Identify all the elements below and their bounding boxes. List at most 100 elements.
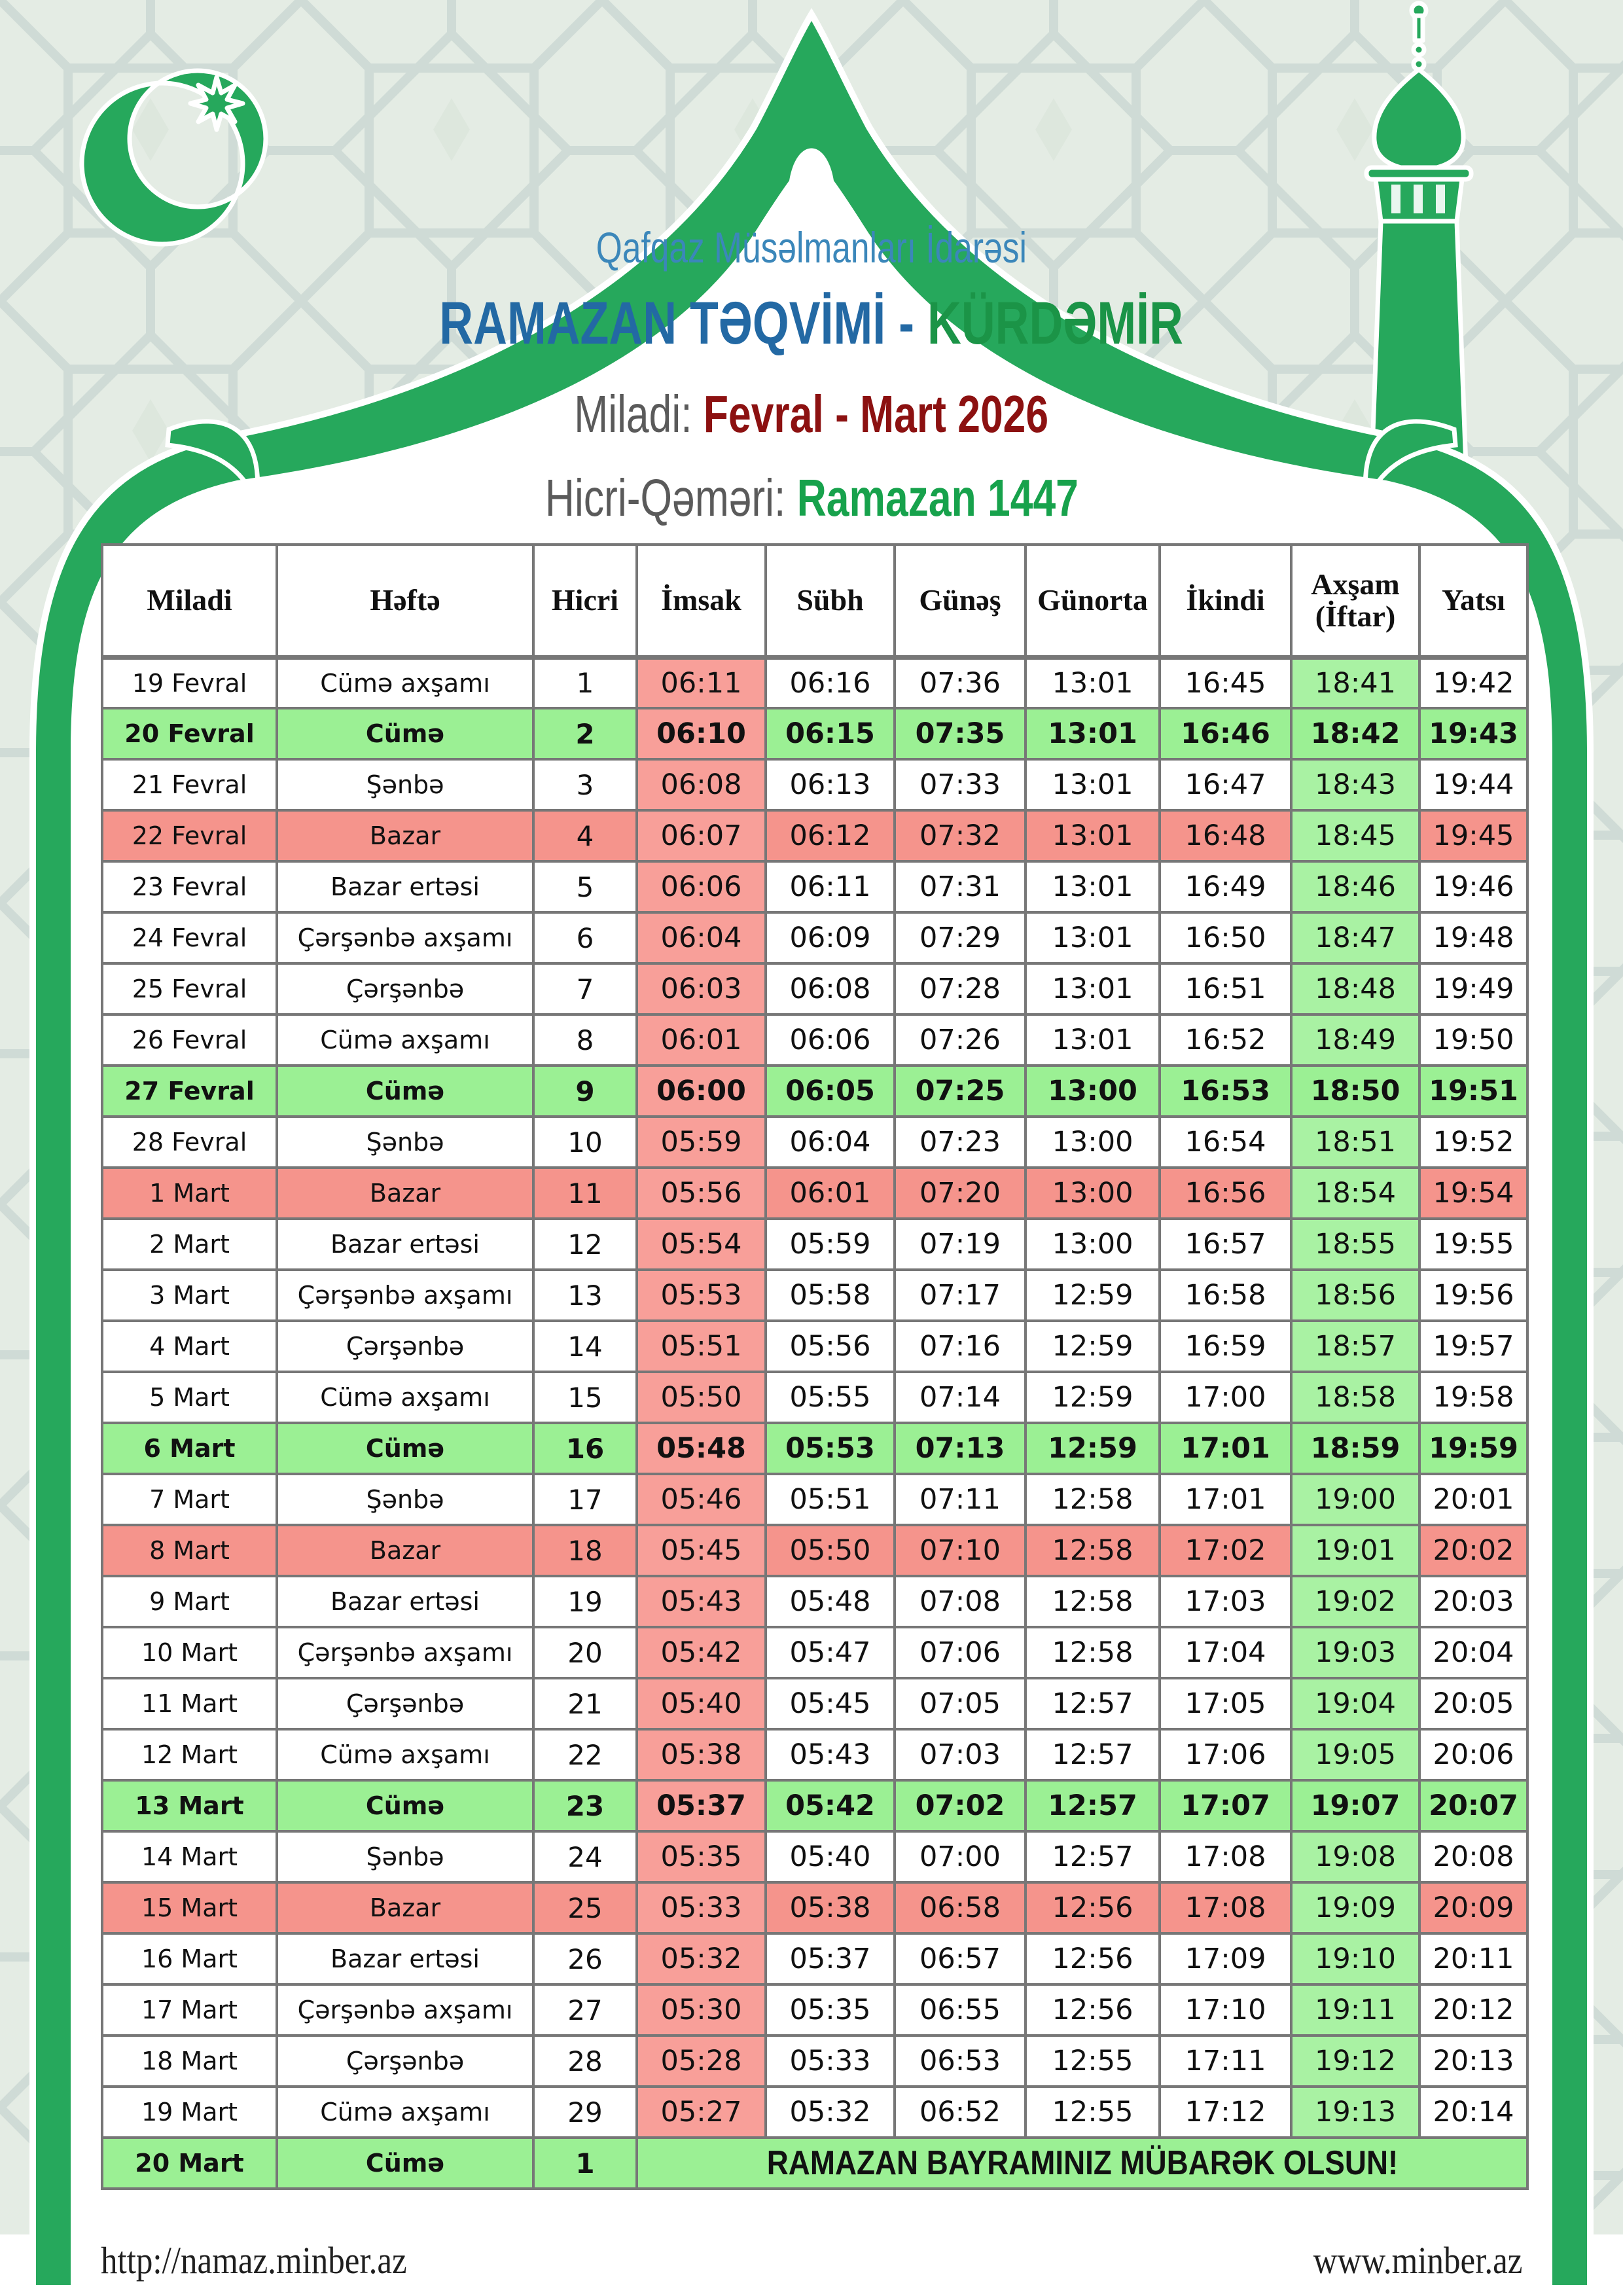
cell-miladi: 27 Fevral <box>101 1064 278 1118</box>
cell-miladi: 19 Mart <box>101 2085 278 2139</box>
table-row: 12 Mart Cümə axşamı 22 05:38 05:43 07:03 12:57… <box>101 1728 1529 1782</box>
cell-imsak: 05:42 <box>635 1626 767 1679</box>
cell-ikindi: 16:48 <box>1158 809 1293 863</box>
cell-miladi: 25 Fevral <box>101 962 278 1016</box>
table-row: 15 Mart Bazar 25 05:33 05:38 06:58 12:56 17:08 1… <box>101 1881 1529 1935</box>
cell-yatsi: 20:03 <box>1418 1575 1529 1628</box>
cell-aksam: 18:42 <box>1290 707 1421 761</box>
column-header-1: Həftə <box>276 543 535 660</box>
cell-hicri: 3 <box>532 758 638 812</box>
cell-aksam: 19:03 <box>1290 1626 1421 1679</box>
cell-hicri: 28 <box>532 2034 638 2088</box>
cell-aksam: 18:41 <box>1290 656 1421 709</box>
cell-hicri: 2 <box>532 707 638 761</box>
cell-hefte: Cümə <box>276 1422 535 1475</box>
table-row: 2 Mart Bazar ertəsi 12 05:54 05:59 07:19 13:00… <box>101 1217 1529 1271</box>
cell-hefte: Cümə <box>276 1779 535 1833</box>
cell-ikindi: 16:59 <box>1158 1319 1293 1373</box>
cell-hicri: 29 <box>532 2085 638 2139</box>
table-row: 18 Mart Çərşənbə 28 05:28 05:33 06:53 12:55 17:… <box>101 2034 1529 2088</box>
cell-aksam: 19:05 <box>1290 1728 1421 1782</box>
cell-hefte: Çərşənbə axşamı <box>276 911 535 965</box>
cell-imsak: 05:48 <box>635 1422 767 1475</box>
cell-hefte: Çərşənbə <box>276 1677 535 1731</box>
cell-ikindi: 17:01 <box>1158 1473 1293 1526</box>
cell-imsak: 05:43 <box>635 1575 767 1628</box>
cell-ikindi: 16:57 <box>1158 1217 1293 1271</box>
cell-gunorta: 13:01 <box>1024 860 1161 914</box>
cell-miladi: 1 Mart <box>101 1166 278 1220</box>
cell-yatsi: 19:42 <box>1418 656 1529 709</box>
cell-yatsi: 19:51 <box>1418 1064 1529 1118</box>
cell-miladi: 3 Mart <box>101 1268 278 1322</box>
cell-gunorta: 12:58 <box>1024 1626 1161 1679</box>
cell-aksam: 18:59 <box>1290 1422 1421 1475</box>
cell-aksam: 19:00 <box>1290 1473 1421 1526</box>
cell-aksam: 18:49 <box>1290 1013 1421 1067</box>
cell-hicri: 20 <box>532 1626 638 1679</box>
cell-gunes: 07:32 <box>893 809 1027 863</box>
prayer-times-table-wrap: Miladi Həftə Hicri İmsak Sübh Günəş Günorta İki… <box>101 543 1529 2190</box>
table-row: 28 Fevral Şənbə 10 05:59 06:04 07:23 13:00 16:5… <box>101 1115 1529 1169</box>
cell-hicri: 27 <box>532 1983 638 2037</box>
cell-gunorta: 12:55 <box>1024 2034 1161 2088</box>
cell-gunorta: 12:57 <box>1024 1728 1161 1782</box>
table-row: 14 Mart Şənbə 24 05:35 05:40 07:00 12:57 17:08 1… <box>101 1830 1529 1884</box>
cell-hefte: Cümə axşamı <box>276 2085 535 2139</box>
cell-bayram-message: RAMAZAN BAYRAMINIZ MÜBARƏK OLSUN! <box>635 2136 1529 2190</box>
cell-gunorta: 13:01 <box>1024 809 1161 863</box>
cell-gunes: 07:13 <box>893 1422 1027 1475</box>
cell-ikindi: 16:47 <box>1158 758 1293 812</box>
column-header-0: Miladi <box>101 543 278 660</box>
cell-subh: 05:47 <box>764 1626 896 1679</box>
cell-subh: 06:11 <box>764 860 896 914</box>
cell-gunes: 07:17 <box>893 1268 1027 1322</box>
cell-aksam: 18:57 <box>1290 1319 1421 1373</box>
footer-link-namaz[interactable]: http://namaz.minber.az <box>101 2239 407 2282</box>
cell-miladi: 18 Mart <box>101 2034 278 2088</box>
cell-aksam: 18:55 <box>1290 1217 1421 1271</box>
column-header-5: Günəş <box>893 543 1027 660</box>
cell-gunorta: 12:56 <box>1024 1881 1161 1935</box>
table-row: 9 Mart Bazar ertəsi 19 05:43 05:48 07:08 12:58… <box>101 1575 1529 1628</box>
cell-aksam: 19:08 <box>1290 1830 1421 1884</box>
cell-imsak: 05:53 <box>635 1268 767 1322</box>
cell-gunorta: 12:58 <box>1024 1524 1161 1577</box>
cell-aksam: 19:02 <box>1290 1575 1421 1628</box>
cell-yatsi: 19:57 <box>1418 1319 1529 1373</box>
cell-aksam: 19:13 <box>1290 2085 1421 2139</box>
cell-imsak: 05:56 <box>635 1166 767 1220</box>
cell-ikindi: 17:12 <box>1158 2085 1293 2139</box>
cell-imsak: 06:07 <box>635 809 767 863</box>
cell-gunes: 07:23 <box>893 1115 1027 1169</box>
cell-aksam: 18:47 <box>1290 911 1421 965</box>
cell-gunes: 07:28 <box>893 962 1027 1016</box>
cell-hicri: 1 <box>532 2136 638 2190</box>
cell-subh: 05:45 <box>764 1677 896 1731</box>
cell-gunorta: 13:01 <box>1024 962 1161 1016</box>
page-title: RAMAZAN TƏQVİMİ - KÜRDƏMİR <box>0 289 1623 358</box>
miladi-value: Fevral - Mart 2026 <box>704 385 1049 443</box>
table-row: 10 Mart Çərşənbə axşamı 20 05:42 05:47 07:06 1… <box>101 1626 1529 1679</box>
cell-ikindi: 16:50 <box>1158 911 1293 965</box>
prayer-times-table: Miladi Həftə Hicri İmsak Sübh Günəş Günorta İki… <box>101 543 1529 2190</box>
cell-gunorta: 12:59 <box>1024 1319 1161 1373</box>
cell-gunorta: 12:57 <box>1024 1677 1161 1731</box>
cell-hefte: Bazar ertəsi <box>276 1575 535 1628</box>
cell-imsak: 06:00 <box>635 1064 767 1118</box>
cell-hicri: 13 <box>532 1268 638 1322</box>
footer-link-minber[interactable]: www.minber.az <box>1313 2239 1522 2282</box>
column-header-9: Yatsı <box>1418 543 1529 660</box>
hicri-label: Hicri-Qəməri: <box>544 469 797 527</box>
cell-subh: 06:05 <box>764 1064 896 1118</box>
cell-miladi: 4 Mart <box>101 1319 278 1373</box>
cell-yatsi: 19:44 <box>1418 758 1529 812</box>
column-header-4: Sübh <box>764 543 896 660</box>
cell-subh: 05:58 <box>764 1268 896 1322</box>
cell-gunorta: 13:01 <box>1024 707 1161 761</box>
cell-subh: 05:40 <box>764 1830 896 1884</box>
cell-miladi: 5 Mart <box>101 1371 278 1424</box>
table-row: 20 Mart Cümə 1 RAMAZAN BAYRAMINIZ MÜBARƏK O… <box>101 2136 1529 2190</box>
cell-hefte: Cümə <box>276 707 535 761</box>
cell-subh: 06:15 <box>764 707 896 761</box>
